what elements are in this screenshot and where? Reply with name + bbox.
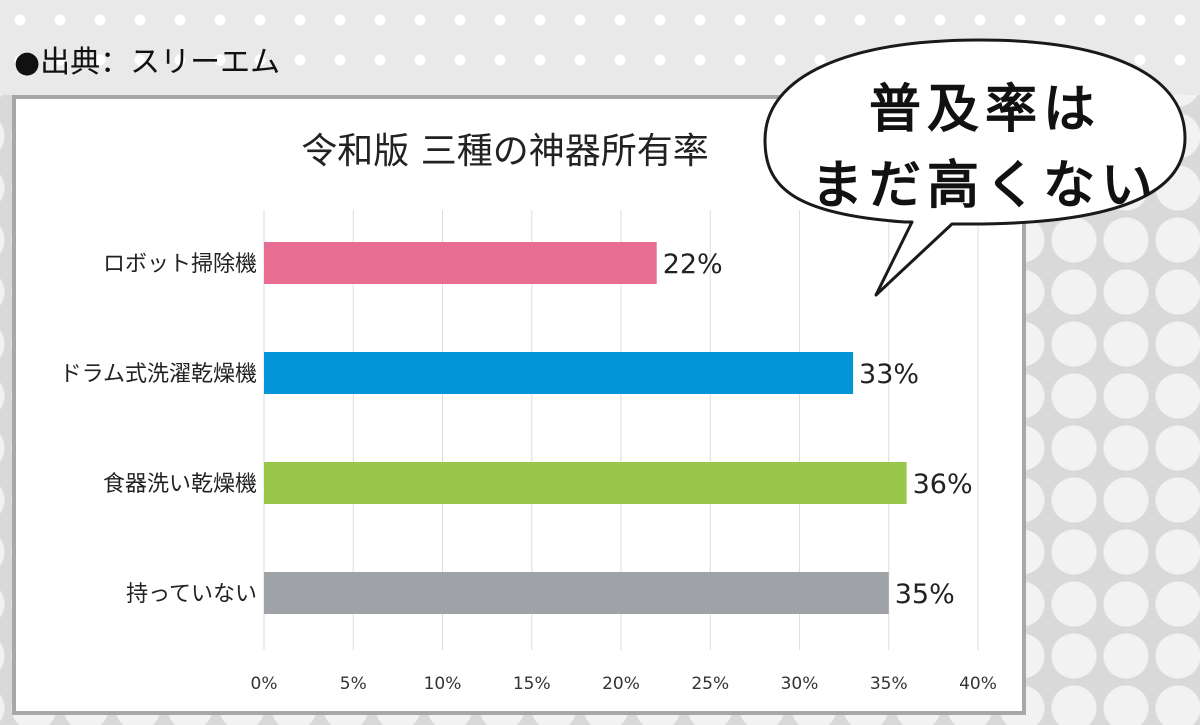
category-label: 食器洗い乾燥機	[103, 472, 257, 497]
category-label: ドラム式洗濯乾燥機	[60, 362, 257, 387]
callout-line-1: 普及率は	[868, 80, 1101, 140]
x-tick-label: 15%	[513, 674, 551, 694]
category-label: ロボット掃除機	[103, 252, 257, 277]
x-tick-label: 5%	[340, 674, 367, 694]
source-label: ●出典：スリーエム	[14, 45, 281, 80]
value-label: 36%	[913, 469, 973, 500]
x-tick-label: 35%	[870, 674, 908, 694]
bar	[264, 352, 854, 394]
x-tick-label: 25%	[691, 674, 729, 694]
chart-bars: ロボット掃除機 22% ドラム式洗濯乾燥機 33% 食器洗い乾燥機 36% 持っていない 35…	[60, 242, 973, 614]
value-label: 35%	[895, 579, 955, 610]
bar	[264, 572, 889, 614]
x-tick-label: 10%	[424, 674, 462, 694]
x-tick-label: 40%	[959, 674, 997, 694]
value-label: 33%	[859, 359, 919, 390]
callout-line-2: まだ高くない	[810, 156, 1159, 216]
category-label: 持っていない	[126, 582, 257, 607]
x-tick-label: 0%	[251, 674, 278, 694]
value-label: 22%	[663, 249, 723, 280]
x-tick-label: 20%	[602, 674, 640, 694]
x-axis-ticks: 0% 5% 10% 15% 20% 25% 30% 35% 40%	[251, 674, 997, 694]
callout-text: 普及率は まだ高くない	[790, 72, 1180, 224]
x-tick-label: 30%	[781, 674, 819, 694]
bar	[264, 242, 657, 284]
bar	[264, 462, 907, 504]
chart-title: 令和版 三種の神器所有率	[301, 131, 708, 172]
